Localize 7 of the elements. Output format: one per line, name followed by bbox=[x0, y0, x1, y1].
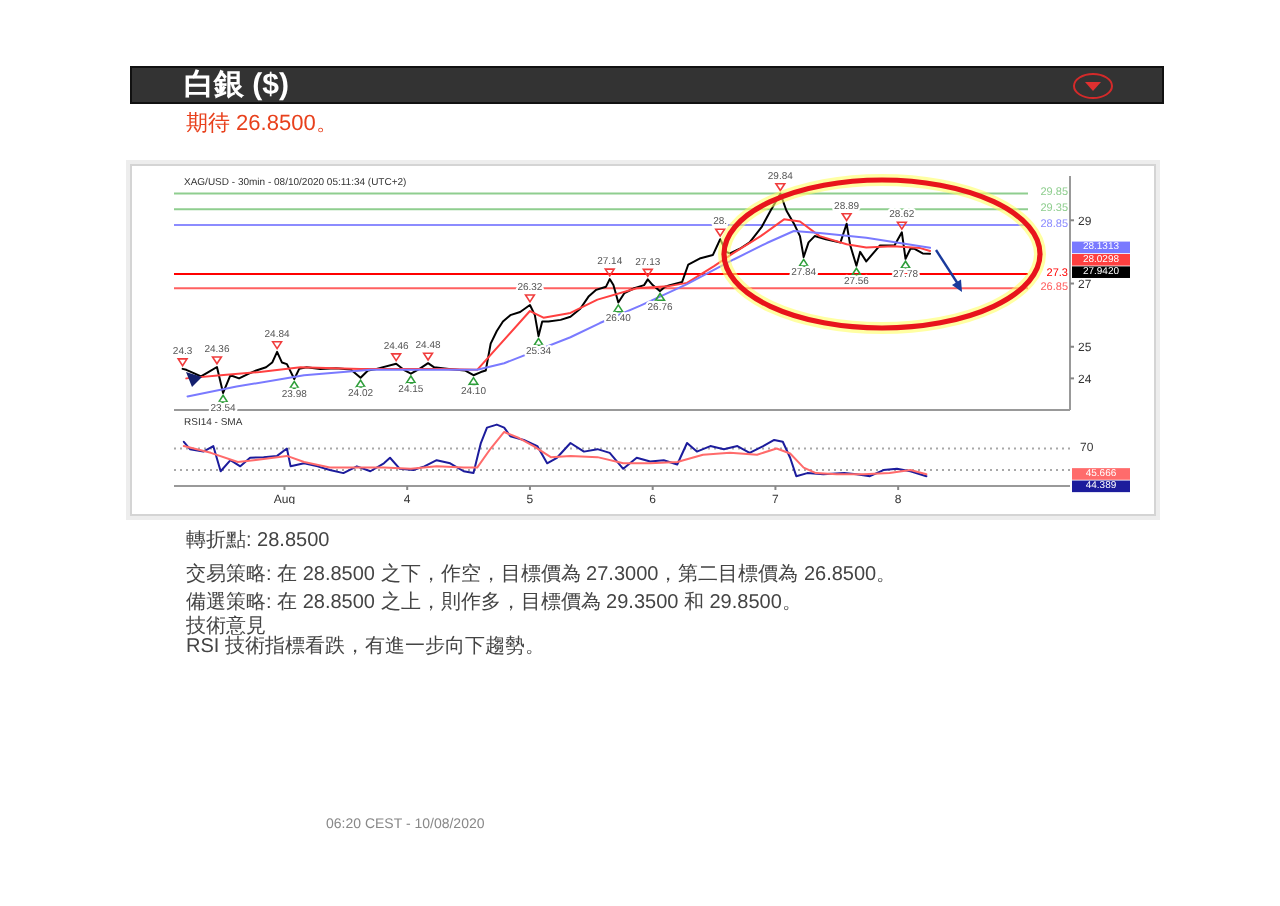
text: 交易策略: 在 28.8500 之下，作空，目標價為 27.3000，第二目標價為 26.8500。 bbox=[186, 564, 897, 586]
text: 技術意見 bbox=[186, 616, 266, 638]
text: 備選策略: 在 28.8500 之上，則作多，目標價為 29.3500 和 29.8500。 bbox=[186, 592, 802, 614]
text: RSI 技術指標看跌，有進一步向下趨勢。 bbox=[186, 636, 545, 658]
text: 白銀 ($) bbox=[184, 68, 289, 104]
text: 轉折點: 28.8500 bbox=[186, 530, 330, 552]
text: 期待 26.8500。 bbox=[186, 112, 338, 138]
